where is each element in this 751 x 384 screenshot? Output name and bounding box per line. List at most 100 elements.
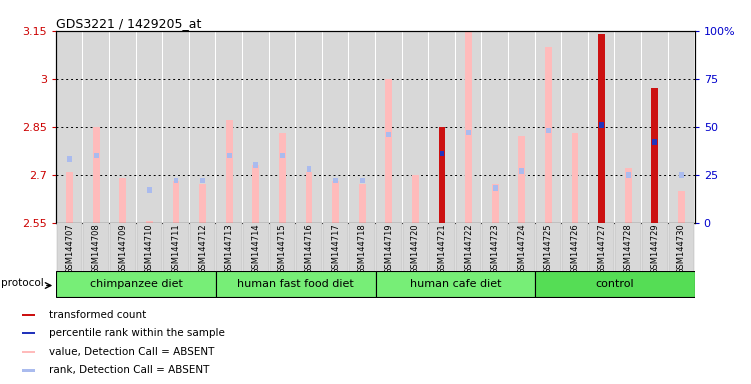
Bar xyxy=(679,172,683,177)
Text: GSM144713: GSM144713 xyxy=(225,223,234,275)
Bar xyxy=(430,31,455,223)
Bar xyxy=(147,187,152,193)
Bar xyxy=(599,34,605,223)
Bar xyxy=(509,223,535,271)
Bar xyxy=(93,127,100,223)
Bar xyxy=(270,223,295,271)
Bar xyxy=(296,223,321,271)
Bar xyxy=(119,178,126,223)
Bar xyxy=(332,181,339,223)
Bar xyxy=(163,223,189,271)
Bar xyxy=(173,177,178,183)
Bar xyxy=(668,223,694,271)
Bar xyxy=(137,223,162,271)
Bar xyxy=(94,152,98,158)
Bar xyxy=(589,31,614,223)
Text: GSM144729: GSM144729 xyxy=(650,223,659,274)
Bar xyxy=(403,223,428,271)
Bar xyxy=(57,31,83,223)
FancyBboxPatch shape xyxy=(535,271,695,297)
Bar xyxy=(279,133,285,223)
Bar xyxy=(83,31,109,223)
Bar xyxy=(520,168,524,174)
Text: GSM144718: GSM144718 xyxy=(357,223,366,275)
Text: GSM144722: GSM144722 xyxy=(464,223,473,274)
Text: chimpanzee diet: chimpanzee diet xyxy=(89,279,182,289)
Bar xyxy=(68,157,72,162)
FancyBboxPatch shape xyxy=(216,271,376,297)
Bar xyxy=(430,223,455,271)
FancyBboxPatch shape xyxy=(376,271,535,297)
Text: GSM144725: GSM144725 xyxy=(544,223,553,274)
Text: GSM144730: GSM144730 xyxy=(677,223,686,275)
Bar xyxy=(270,31,295,223)
Bar xyxy=(199,184,206,223)
Text: GSM144712: GSM144712 xyxy=(198,223,207,274)
Bar xyxy=(201,177,205,183)
Bar xyxy=(296,31,321,223)
Bar xyxy=(439,151,445,156)
Bar xyxy=(323,223,348,271)
Text: GSM144717: GSM144717 xyxy=(331,223,340,275)
FancyBboxPatch shape xyxy=(56,271,216,297)
Bar xyxy=(535,31,561,223)
Bar xyxy=(190,31,216,223)
Bar xyxy=(376,223,402,271)
Bar xyxy=(599,122,604,127)
Text: rank, Detection Call = ABSENT: rank, Detection Call = ABSENT xyxy=(49,366,210,376)
Bar xyxy=(137,31,162,223)
Text: GSM144710: GSM144710 xyxy=(145,223,154,274)
Bar xyxy=(280,152,285,158)
Text: GSM144728: GSM144728 xyxy=(623,223,632,275)
Bar xyxy=(625,168,632,223)
Text: GSM144719: GSM144719 xyxy=(385,223,394,274)
Text: GSM144727: GSM144727 xyxy=(597,223,606,275)
Bar xyxy=(306,166,312,172)
Bar xyxy=(173,181,179,223)
Bar xyxy=(163,31,189,223)
Bar xyxy=(360,177,364,183)
Text: GSM144715: GSM144715 xyxy=(278,223,287,274)
Text: GSM144716: GSM144716 xyxy=(304,223,313,275)
Bar xyxy=(226,120,233,223)
Bar xyxy=(626,172,631,177)
Bar xyxy=(254,162,258,168)
Text: value, Detection Call = ABSENT: value, Detection Call = ABSENT xyxy=(49,347,214,357)
Text: GSM144708: GSM144708 xyxy=(92,223,101,275)
Text: GSM144709: GSM144709 xyxy=(119,223,128,274)
Text: control: control xyxy=(596,279,634,289)
Bar xyxy=(535,223,561,271)
Bar xyxy=(482,223,508,271)
Bar xyxy=(562,223,588,271)
Bar xyxy=(492,184,499,223)
Bar xyxy=(509,31,535,223)
Bar xyxy=(651,88,658,223)
Bar xyxy=(216,31,242,223)
Bar xyxy=(110,223,136,271)
Bar xyxy=(323,31,348,223)
Bar xyxy=(376,31,402,223)
Text: GSM144711: GSM144711 xyxy=(171,223,180,274)
Bar xyxy=(110,31,136,223)
Bar xyxy=(306,172,312,223)
Bar xyxy=(22,369,35,372)
Bar xyxy=(252,165,259,223)
Bar xyxy=(333,177,338,183)
Bar xyxy=(518,136,525,223)
Bar xyxy=(83,223,109,271)
Text: GSM144707: GSM144707 xyxy=(65,223,74,275)
Bar xyxy=(216,223,242,271)
Bar xyxy=(57,223,83,271)
Bar xyxy=(642,31,668,223)
Text: GDS3221 / 1429205_at: GDS3221 / 1429205_at xyxy=(56,17,202,30)
Text: GSM144724: GSM144724 xyxy=(517,223,526,274)
Bar xyxy=(227,152,231,158)
Bar xyxy=(349,31,375,223)
Bar xyxy=(243,31,269,223)
Bar xyxy=(572,133,578,223)
Bar xyxy=(615,31,641,223)
Bar xyxy=(412,175,419,223)
Text: GSM144723: GSM144723 xyxy=(490,223,499,275)
Bar xyxy=(546,127,550,133)
Bar xyxy=(466,12,472,223)
